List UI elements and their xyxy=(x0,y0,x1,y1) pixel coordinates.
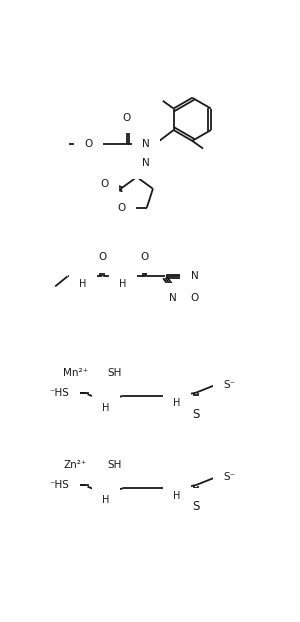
Text: S: S xyxy=(192,500,200,513)
Text: S: S xyxy=(192,407,200,420)
Text: N: N xyxy=(119,271,127,281)
Text: O: O xyxy=(117,203,126,213)
Text: H: H xyxy=(173,399,181,409)
Text: N: N xyxy=(79,271,87,281)
Text: O: O xyxy=(98,252,106,262)
Text: N: N xyxy=(173,391,181,401)
Text: S⁻: S⁻ xyxy=(223,380,235,390)
Text: N: N xyxy=(191,271,198,281)
Text: O: O xyxy=(84,139,92,149)
Text: O: O xyxy=(191,293,199,303)
Text: Zn²⁺: Zn²⁺ xyxy=(64,460,87,470)
Text: O: O xyxy=(140,252,148,262)
Text: N: N xyxy=(142,158,150,168)
Text: N: N xyxy=(102,488,110,498)
Text: H: H xyxy=(102,403,110,413)
Text: SH: SH xyxy=(108,460,122,470)
Text: SH: SH xyxy=(108,368,122,378)
Text: Mn²⁺: Mn²⁺ xyxy=(63,368,88,378)
Text: N: N xyxy=(169,293,177,303)
Text: ⁻HS: ⁻HS xyxy=(50,480,70,490)
Text: S⁻: S⁻ xyxy=(223,472,235,482)
Text: N: N xyxy=(173,483,181,493)
Text: H: H xyxy=(79,279,87,289)
Text: H: H xyxy=(173,491,181,501)
Text: N: N xyxy=(102,396,110,406)
Text: ⁻HS: ⁻HS xyxy=(50,388,70,397)
Text: O: O xyxy=(100,179,109,188)
Text: H: H xyxy=(102,496,110,506)
Text: N: N xyxy=(142,139,150,149)
Text: H: H xyxy=(119,279,127,289)
Text: O: O xyxy=(123,113,131,123)
